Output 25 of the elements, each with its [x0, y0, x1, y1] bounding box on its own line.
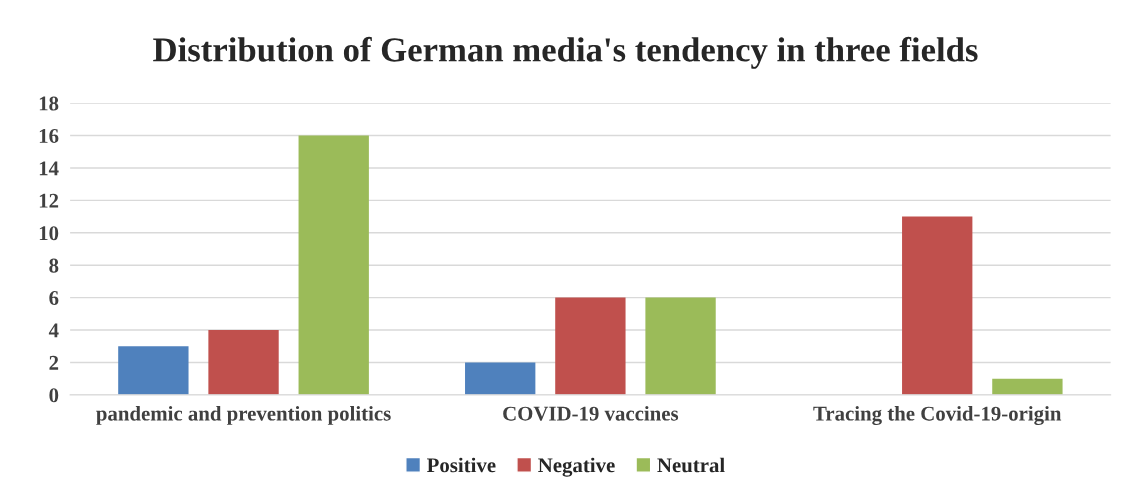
- bar: [902, 216, 973, 395]
- y-tick-label: 8: [49, 258, 59, 273]
- bar: [992, 378, 1063, 395]
- y-tick-label: 18: [39, 96, 59, 111]
- y-tick-label: 0: [49, 388, 59, 403]
- legend-label: Negative: [538, 457, 615, 477]
- y-tick-label: 6: [49, 291, 59, 306]
- bar: [298, 135, 369, 395]
- legend-label: Positive: [427, 457, 496, 473]
- x-tick-label: pandemic and prevention politics: [96, 405, 391, 425]
- bar: [645, 297, 716, 395]
- bar: [208, 330, 279, 395]
- chart-title: Distribution of German media's tendency in three fields: [153, 36, 978, 69]
- y-tick-label: 4: [48, 323, 59, 338]
- x-tick-label: Tracing the Covid-19-origin: [813, 405, 1062, 426]
- y-tick-label: 12: [39, 193, 59, 208]
- bar: [555, 297, 626, 395]
- y-tick-label: 10: [39, 226, 59, 241]
- bar: [118, 346, 189, 395]
- x-tick-label: COVID-19 vaccines: [503, 405, 679, 421]
- bar: [465, 362, 536, 395]
- y-tick-label: 14: [39, 161, 59, 176]
- legend-label: Neutral: [657, 457, 725, 473]
- y-tick-label: 16: [39, 128, 59, 143]
- y-tick-label: 2: [49, 355, 59, 370]
